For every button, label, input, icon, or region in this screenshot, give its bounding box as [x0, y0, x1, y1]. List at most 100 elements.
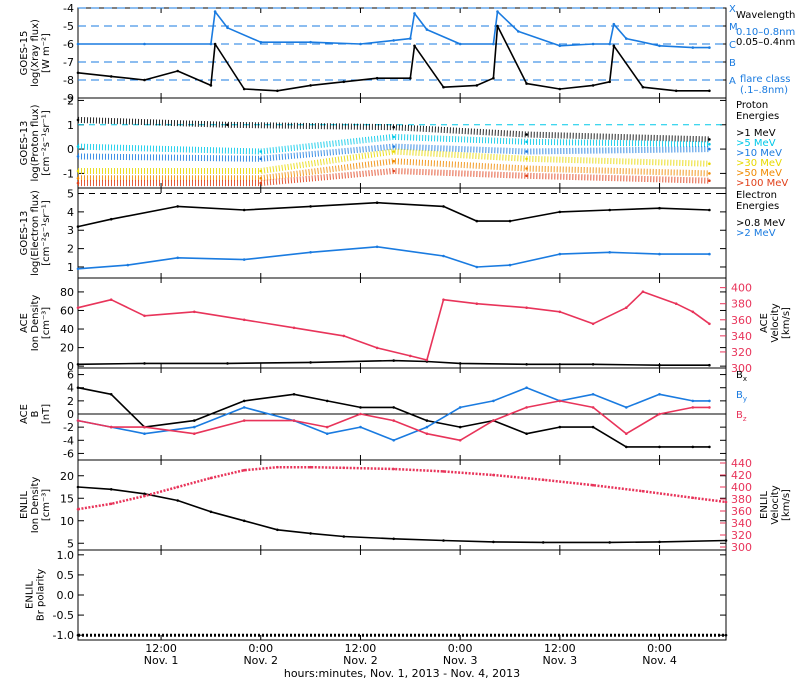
- data-point: [525, 167, 528, 170]
- data-point: [458, 42, 462, 46]
- data-point: [392, 39, 396, 42]
- data-point: [591, 406, 595, 409]
- legend-entry: >10 MeV: [736, 148, 782, 159]
- data-point: [525, 386, 528, 390]
- data-point: [309, 532, 312, 535]
- data-point: [625, 432, 628, 436]
- data-point: [442, 470, 445, 473]
- legend-entry: >100 MeV: [736, 178, 788, 189]
- data-point: [658, 44, 661, 48]
- data-point: [76, 155, 80, 158]
- data-point: [259, 40, 263, 44]
- data-point: [558, 252, 562, 256]
- y-axis-label-line: ACE: [19, 313, 30, 333]
- data-point: [342, 466, 346, 470]
- data-point: [708, 406, 711, 409]
- y-tick-label: 2: [67, 243, 74, 256]
- y-tick-label: -7: [63, 56, 74, 69]
- data-point: [292, 419, 296, 422]
- data-point: [76, 386, 80, 390]
- y-axis-label-line: [cm⁻³]: [41, 489, 52, 521]
- y-tick-label: 5: [67, 537, 74, 550]
- x-tick-date: Nov. 3: [443, 654, 478, 667]
- data-point: [724, 500, 728, 504]
- y2-axis-label-line: ACE: [759, 313, 770, 333]
- data-point: [425, 358, 429, 362]
- data-point: [658, 252, 661, 256]
- data-point: [109, 75, 113, 78]
- y-tick-label: -9: [63, 92, 74, 105]
- y-tick-label: 4: [67, 206, 74, 219]
- data-point: [458, 406, 462, 409]
- data-point: [492, 76, 495, 80]
- y-tick-label: -6: [63, 38, 74, 51]
- data-point: [525, 406, 528, 409]
- y-axis-label-line: GOES-15: [19, 31, 30, 76]
- y-tick-label: -8: [63, 74, 74, 87]
- data-point: [213, 42, 217, 46]
- legend-entry: By: [736, 390, 747, 403]
- data-point: [458, 362, 462, 365]
- series-0-05-0-4nm: [77, 25, 710, 92]
- data-point: [541, 478, 545, 482]
- data-point: [276, 89, 279, 93]
- data-point: [591, 322, 595, 326]
- y-axis-label-line: ENLIL: [19, 491, 30, 519]
- x-tick-time: 0:00: [448, 642, 473, 655]
- x-tick-date: Nov. 2: [343, 654, 378, 667]
- data-point: [496, 10, 499, 13]
- data-point: [525, 432, 528, 436]
- x-tick-date: Nov. 4: [642, 654, 677, 667]
- data-point: [392, 159, 396, 163]
- y2-tick-label: 360: [731, 314, 752, 327]
- y-axis-label-line: [cm⁻³]: [41, 307, 52, 339]
- series-Bx: [77, 386, 710, 448]
- y-tick-label: 0: [67, 143, 74, 156]
- data-point: [143, 314, 146, 318]
- y-axis-label-line: log(Electron flux): [30, 190, 41, 276]
- data-point: [708, 252, 711, 256]
- data-point: [658, 412, 661, 416]
- y-tick-label: -4: [63, 434, 74, 447]
- data-point: [691, 46, 695, 49]
- series--0-8-MeV: [77, 201, 710, 228]
- series--5-MeV: [77, 133, 710, 155]
- x-tick-date: Nov. 2: [243, 654, 278, 667]
- data-point: [325, 399, 329, 403]
- y2-axis-label-line: [km/s]: [781, 307, 792, 339]
- data-point: [342, 334, 346, 338]
- data-point: [76, 225, 80, 228]
- x-axis-caption: hours:minutes, Nov. 1, 2013 - Nov. 4, 20…: [284, 667, 520, 680]
- y-tick-label: -4: [63, 2, 74, 15]
- data-point: [425, 425, 429, 429]
- data-point: [708, 179, 711, 182]
- y-axis-label-line: [W m⁻²]: [41, 33, 52, 73]
- data-point: [658, 445, 661, 449]
- panel-electrons: 5 4 3 2 1 GOES-13log(Electron flux)[cm⁻²s⁻¹sr…: [19, 187, 785, 279]
- series--2-MeV: [77, 246, 710, 270]
- y2-tick-label: 360: [731, 505, 752, 518]
- data-point: [242, 419, 246, 422]
- y-tick-label: -1.0: [53, 629, 74, 642]
- data-point: [276, 465, 279, 469]
- data-point: [226, 26, 229, 30]
- data-point: [109, 298, 113, 302]
- data-point: [409, 37, 412, 40]
- y-tick-label: 20: [60, 470, 74, 483]
- y-axis-label-line: ENLIL: [25, 581, 36, 609]
- data-point: [608, 251, 611, 254]
- data-point: [259, 181, 263, 185]
- data-point: [641, 85, 645, 89]
- x-tick-time: 0:00: [647, 642, 672, 655]
- data-point: [359, 412, 362, 416]
- y-tick-label: 0.5: [57, 569, 75, 582]
- data-point: [591, 425, 595, 429]
- y-axis-label-line: GOES-13: [19, 121, 30, 166]
- data-point: [309, 40, 312, 44]
- legend-entry: 0.10–0.8nm: [736, 27, 795, 38]
- data-point: [176, 256, 179, 260]
- data-point: [143, 432, 146, 436]
- data-point: [375, 346, 379, 350]
- data-point: [242, 87, 246, 91]
